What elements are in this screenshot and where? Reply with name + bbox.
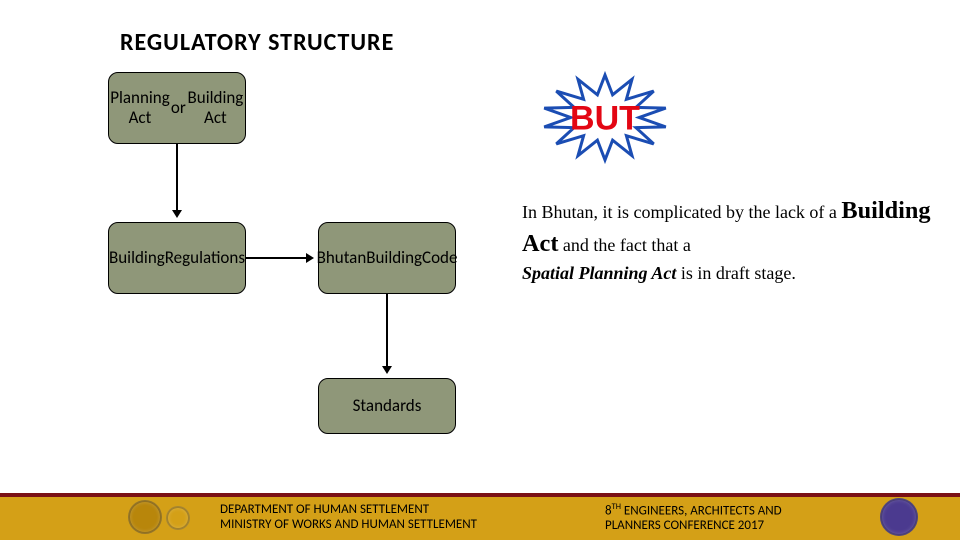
emblem-left-1-icon xyxy=(128,500,162,534)
node-standards: Standards xyxy=(318,378,456,434)
para-mid: and the fact that a xyxy=(558,235,690,255)
para-line1: In Bhutan, it is complicated by the lack… xyxy=(522,202,837,222)
body-paragraph: In Bhutan, it is complicated by the lack… xyxy=(522,195,942,285)
slide-title: REGULATORY STRUCTURE xyxy=(120,28,394,57)
node-bhutan-building-code: BhutanBuildingCode xyxy=(318,222,456,294)
para-tail: is in draft stage. xyxy=(676,263,795,283)
footer-right-text: 8TH ENGINEERS, ARCHITECTS ANDPLANNERS CO… xyxy=(605,502,782,533)
node-building-regulations: BuildingRegulations xyxy=(108,222,246,294)
but-burst: BUT xyxy=(520,70,690,165)
footer-left-text: DEPARTMENT OF HUMAN SETTLEMENTMINISTRY O… xyxy=(220,502,477,532)
emblem-left-2-icon xyxy=(166,506,190,530)
node-planning-act: Planning ActorBuilding Act xyxy=(108,72,246,144)
para-em: Spatial Planning Act xyxy=(522,263,676,283)
svg-text:BUT: BUT xyxy=(570,99,640,137)
emblem-right-icon xyxy=(880,498,918,536)
